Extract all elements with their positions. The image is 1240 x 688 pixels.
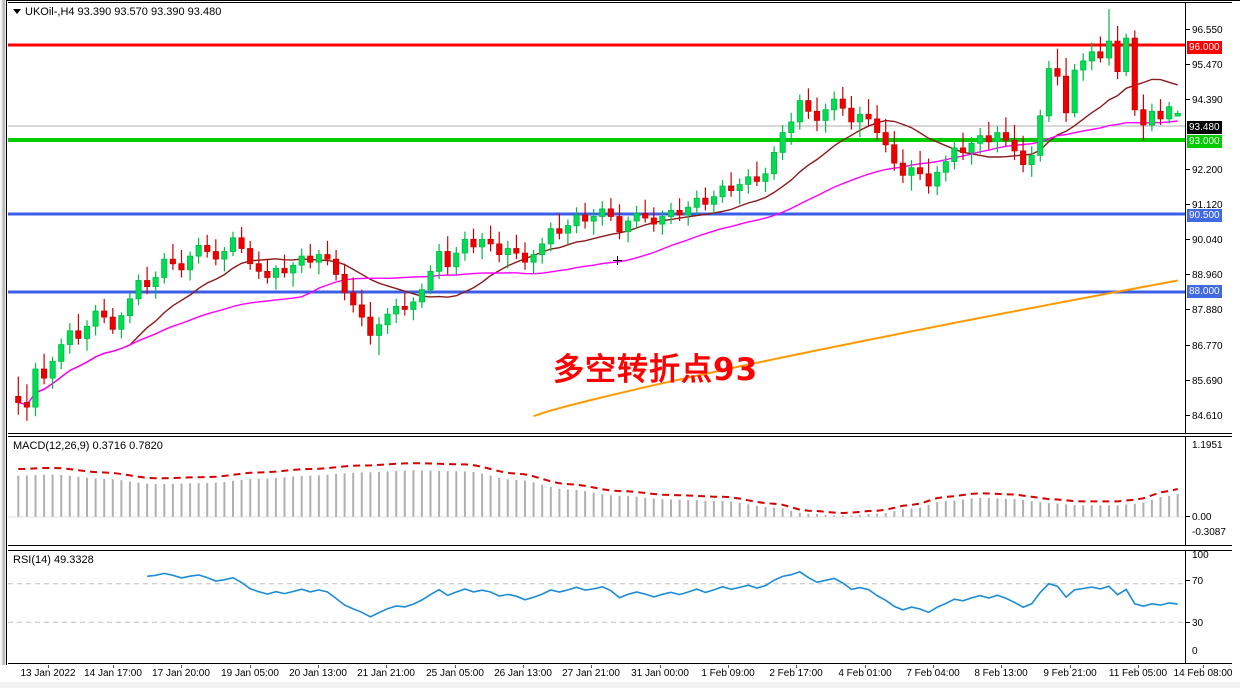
footer-strip bbox=[0, 682, 1240, 688]
rsi-axis-tick: 100 bbox=[1192, 550, 1209, 561]
ma-fast-darkred bbox=[35, 78, 1178, 394]
ma-slow-magenta bbox=[18, 120, 1178, 406]
current-price-badge[interactable]: 93.480 bbox=[1187, 121, 1222, 134]
time-axis-tick bbox=[250, 665, 251, 668]
macd-pane-label: MACD(12,26,9) 0.3716 0.7820 bbox=[13, 440, 163, 452]
rsi-axis-tick: 30 bbox=[1186, 618, 1232, 629]
time-axis-tick bbox=[1070, 665, 1071, 668]
time-axis-tick bbox=[386, 665, 387, 668]
time-axis-label: 1 Feb 09:00 bbox=[701, 668, 755, 679]
macd-histogram bbox=[17, 470, 1179, 517]
time-axis-label: 26 Jan 13:00 bbox=[494, 668, 552, 679]
level-90-5-badge[interactable]: 90.500 bbox=[1187, 209, 1222, 222]
time-axis-tick bbox=[728, 665, 729, 668]
price-pane-label: UKOil-,H4 93.390 93.570 93.390 93.480 bbox=[13, 6, 221, 18]
time-axis-tick bbox=[181, 665, 182, 668]
rsi-axis-tick: 0 bbox=[1192, 646, 1198, 657]
price-axis-tick: 86.770 bbox=[1186, 341, 1232, 352]
ma-long-orange bbox=[533, 279, 1178, 418]
resistance-96-badge[interactable]: 96.000 bbox=[1187, 41, 1222, 54]
price-axis-tick: 91.120 bbox=[1186, 200, 1232, 211]
rsi-axis[interactable]: 100 70 30 0 bbox=[1186, 550, 1232, 663]
time-axis-label: 20 Jan 13:00 bbox=[289, 668, 347, 679]
macd-axis-tick: -0.3087 bbox=[1192, 527, 1226, 538]
rsi-axis-separator bbox=[1185, 551, 1186, 663]
time-axis-tick bbox=[113, 665, 114, 668]
time-axis-tick bbox=[1138, 665, 1139, 668]
time-axis-label: 11 Feb 05:00 bbox=[1108, 668, 1168, 679]
caret-down-icon[interactable] bbox=[13, 8, 21, 14]
macd-axis-tick: 1.1951 bbox=[1192, 440, 1223, 451]
price-axis-tick: 84.610 bbox=[1186, 411, 1232, 422]
rsi-chart-svg bbox=[8, 570, 1186, 623]
time-axis-tick bbox=[933, 665, 934, 668]
macd-axis-separator bbox=[1185, 437, 1186, 545]
rsi-line bbox=[147, 570, 1178, 618]
time-axis-label: 14 Feb 08:00 bbox=[1173, 668, 1233, 679]
price-axis-tick: 94.390 bbox=[1186, 95, 1232, 106]
time-axis-label: 8 Feb 13:00 bbox=[974, 668, 1028, 679]
time-axis-label: 27 Jan 21:00 bbox=[562, 668, 620, 679]
price-axis[interactable]: 96.550 95.470 94.390 92.200 91.120 90.040 88.9… bbox=[1186, 3, 1232, 457]
price-axis-tick: 96.550 bbox=[1186, 25, 1232, 36]
macd-signal-line bbox=[18, 462, 1178, 515]
time-axis-tick bbox=[523, 665, 524, 668]
time-axis-tick bbox=[660, 665, 661, 668]
rsi-plot-area[interactable] bbox=[8, 551, 1186, 663]
time-axis-tick bbox=[865, 665, 866, 668]
time-axis-tick bbox=[318, 665, 319, 668]
time-axis-label: 25 Jan 05:00 bbox=[426, 668, 484, 679]
time-axis-tick bbox=[1001, 665, 1002, 668]
time-axis-label: 21 Jan 21:00 bbox=[357, 668, 415, 679]
macd-axis-tick: 0.00 bbox=[1186, 512, 1232, 523]
level-93-badge[interactable]: 93.000 bbox=[1187, 135, 1222, 148]
price-axis-separator bbox=[1185, 3, 1186, 433]
macd-pane[interactable]: MACD(12,26,9) 0.3716 0.7820 1.1951 0.00 -0… bbox=[8, 436, 1232, 546]
time-axis-tick bbox=[591, 665, 592, 668]
time-axis-label: 17 Jan 20:00 bbox=[152, 668, 210, 679]
time-axis-label: 14 Jan 17:00 bbox=[84, 668, 142, 679]
price-chart-svg bbox=[8, 9, 1186, 421]
macd-axis[interactable]: 1.1951 0.00 -0.3087 bbox=[1186, 437, 1232, 545]
chart-annotation-text: 多空转折点93 bbox=[553, 352, 759, 388]
time-axis-label: 7 Feb 04:00 bbox=[906, 668, 960, 679]
time-axis-tick bbox=[48, 665, 49, 668]
price-plot-area[interactable]: 多空转折点93 bbox=[8, 3, 1186, 433]
rsi-pane-label: RSI(14) 49.3328 bbox=[13, 554, 94, 566]
time-axis-tick bbox=[455, 665, 456, 668]
rsi-axis-tick: 70 bbox=[1186, 576, 1232, 587]
rsi-pane[interactable]: RSI(14) 49.3328 100 70 30 0 bbox=[8, 550, 1232, 664]
symbol-ohlc-text: UKOil-,H4 93.390 93.570 93.390 93.480 bbox=[25, 6, 222, 18]
time-axis-label: 31 Jan 00:00 bbox=[631, 668, 689, 679]
chart-outline bbox=[7, 0, 1240, 665]
macd-plot-area[interactable] bbox=[8, 437, 1186, 545]
time-axis-tick bbox=[796, 665, 797, 668]
price-axis-tick: 92.200 bbox=[1186, 165, 1232, 176]
price-axis-tick: 87.880 bbox=[1186, 305, 1232, 316]
time-axis-label: 13 Jan 2022 bbox=[20, 668, 76, 679]
candlestick-series bbox=[15, 9, 1181, 421]
time-axis-label: 19 Jan 05:00 bbox=[221, 668, 279, 679]
price-axis-tick: 85.690 bbox=[1186, 376, 1232, 387]
time-axis-label: 9 Feb 21:00 bbox=[1043, 668, 1097, 679]
macd-chart-svg bbox=[8, 462, 1186, 518]
left-scroll-rail[interactable] bbox=[0, 0, 7, 665]
time-axis-label: 2 Feb 17:00 bbox=[769, 668, 823, 679]
price-axis-tick: 90.040 bbox=[1186, 235, 1232, 246]
price-pane[interactable]: 多空转折点93 UKOil-,H4 93.390 93.570 93.390 9… bbox=[8, 2, 1232, 457]
price-axis-tick: 95.470 bbox=[1186, 60, 1232, 71]
price-axis-tick: 88.960 bbox=[1186, 270, 1232, 281]
level-88-badge[interactable]: 88.000 bbox=[1187, 285, 1222, 298]
time-axis-tick bbox=[1203, 665, 1204, 668]
time-axis-label: 4 Feb 01:00 bbox=[838, 668, 892, 679]
